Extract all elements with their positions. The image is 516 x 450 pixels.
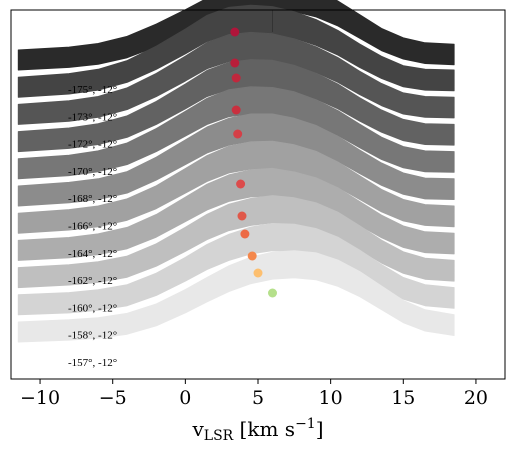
ridge-3 [17, 167, 455, 261]
x-tick-label-5: 15 [391, 387, 415, 409]
ridge-curves [17, 0, 455, 343]
peak-marker-8 [231, 73, 241, 83]
row-label-4: -164°, -12° [68, 248, 117, 260]
x-axis-ticks: −10 −5 0 5 10 15 20 [20, 379, 488, 409]
peak-marker-9 [230, 58, 240, 68]
ridge-7 [17, 59, 455, 153]
ridge-5 [17, 113, 455, 207]
peak-markers [230, 27, 277, 298]
ridge-2 [17, 195, 455, 289]
row-label-9: -173°, -12° [68, 111, 117, 123]
peak-marker-6 [233, 129, 243, 139]
row-label-8: -172°, -12° [68, 139, 117, 151]
row-label-7: -170°, -12° [68, 166, 117, 178]
peak-marker-0 [268, 288, 277, 298]
peak-marker-10 [230, 27, 240, 37]
x-tick-label-1: −5 [99, 387, 127, 409]
ridge-1 [17, 223, 455, 316]
x-axis-title: vLSR [km s−1] [191, 416, 323, 444]
peak-marker-2 [247, 251, 257, 261]
row-label-0: -157°, -12° [68, 357, 117, 369]
x-tick-label-4: 10 [319, 387, 343, 409]
peak-marker-7 [231, 105, 241, 115]
row-label-1: -158°, -12° [68, 330, 117, 342]
ridge-8 [17, 31, 455, 125]
ridge-9 [17, 4, 455, 98]
row-label-10: -175°, -12° [68, 84, 117, 96]
ridge-6 [17, 86, 455, 180]
row-labels: -157°, -12° -158°, -12° -160°, -12° -162°, … [68, 84, 117, 369]
peak-marker-1 [253, 268, 263, 278]
x-tick-label-0: −10 [20, 387, 60, 409]
row-label-3: -162°, -12° [68, 275, 117, 287]
ridge-0 [17, 250, 455, 343]
x-tick-label-6: 20 [464, 387, 488, 409]
peak-marker-5 [236, 179, 246, 189]
x-tick-label-2: 0 [179, 387, 191, 409]
row-label-5: -166°, -12° [68, 221, 117, 233]
peak-marker-4 [237, 211, 247, 221]
ridge-4 [17, 140, 455, 234]
row-label-2: -160°, -12° [68, 302, 117, 314]
peak-marker-3 [240, 229, 250, 239]
x-tick-label-3: 5 [252, 387, 264, 409]
row-label-6: -168°, -12° [68, 193, 117, 205]
